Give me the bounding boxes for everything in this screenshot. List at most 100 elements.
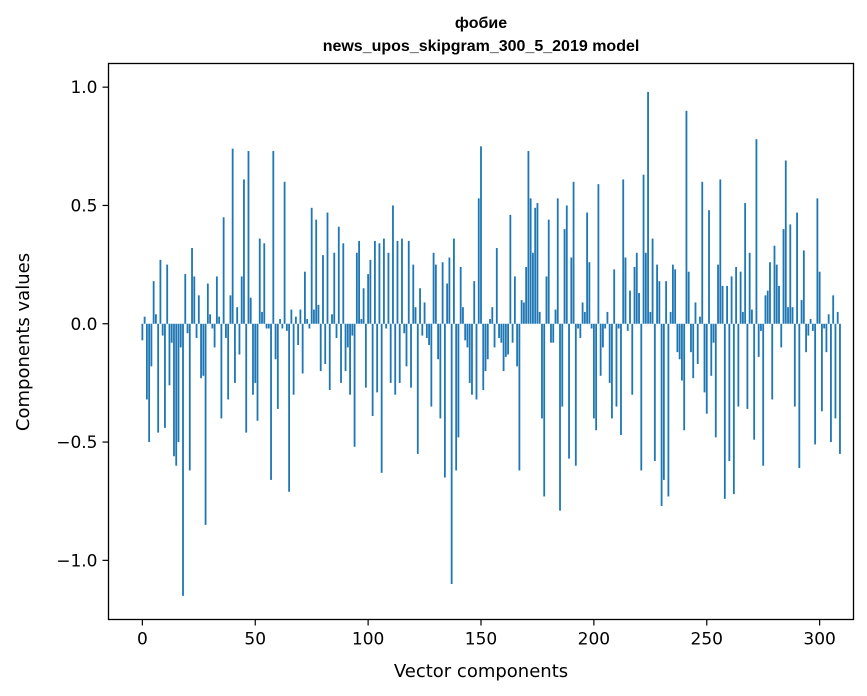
bar-163 [509,214,512,324]
bar-88 [340,323,342,383]
bar-70 [299,309,302,324]
bar-279 [771,323,774,400]
bar-183 [554,309,557,324]
bar-299 [816,198,819,324]
bar-72 [304,271,306,324]
bar-181 [550,323,552,343]
bar-190 [570,257,573,324]
bar-111 [392,205,394,324]
bar-275 [762,323,765,466]
bar-140 [457,323,460,438]
bar-300 [818,271,821,324]
bar-210 [615,323,618,407]
bar-272 [755,139,758,324]
bar-161 [504,323,507,357]
plot-frame [107,62,855,621]
bar-185 [559,323,561,511]
bar-186 [561,323,564,407]
bar-278 [769,262,771,324]
bar-112 [394,323,397,395]
bar-302 [823,323,826,329]
bar-195 [581,302,584,324]
bar-19 [184,274,187,324]
bar-269 [748,252,751,324]
bar-117 [405,323,408,367]
bar-176 [538,311,541,324]
bar-18 [182,323,184,596]
bar-173 [532,252,534,324]
bar-42 [236,307,239,324]
bar-197 [586,212,589,324]
bar-134 [443,323,446,478]
bar-239 [681,323,683,381]
bar-80 [322,255,324,324]
bar-17 [179,323,182,348]
bar-189 [568,323,570,459]
bar-238 [678,323,681,360]
bar-115 [401,238,403,324]
x-tick-label-50: 50 [244,630,266,650]
bar-84 [331,314,333,324]
bar-22 [191,248,193,324]
x-tick-label-150: 150 [465,630,497,650]
bar-12 [168,323,171,386]
bar-203 [599,323,602,376]
bar-193 [577,323,579,329]
bar-127 [428,323,430,346]
bar-109 [387,252,390,324]
bar-91 [346,323,349,348]
bar-216 [629,290,631,324]
bar-182 [552,323,555,343]
bar-180 [547,219,550,324]
bar-56 [267,323,270,329]
y-tick-label-0: −1.0 [56,551,97,571]
bar-264 [737,323,740,407]
bar-34 [218,316,221,324]
bar-120 [412,264,415,324]
bar-177 [541,323,543,419]
bar-281 [775,264,778,324]
bar-225 [649,311,652,324]
y-tick-label-2: 0.0 [70,315,97,335]
bar-77 [315,219,318,324]
bar-229 [658,281,661,324]
bar-226 [651,238,654,324]
bar-244 [692,323,695,379]
bar-98 [362,288,365,324]
bar-57 [270,323,272,480]
bar-168 [520,300,523,324]
bar-257 [721,285,724,324]
bar-213 [622,179,625,324]
bar-224 [647,91,649,324]
bar-194 [579,323,582,338]
bar-73 [306,319,309,324]
bar-254 [714,323,717,438]
bar-169 [522,302,525,324]
bar-179 [545,276,548,324]
bar-214 [624,257,627,324]
y-axis-ticks: −1.0 −0.5 0.0 0.5 1.0 [56,78,109,571]
bar-68 [294,316,297,324]
bar-47 [247,151,250,324]
bar-157 [495,248,498,324]
bar-222 [642,174,645,324]
bar-41 [234,323,236,383]
x-axis-ticks: 0 50 100 150 200 250 300 [137,619,836,650]
bar-148 [475,323,478,400]
bar-83 [328,323,331,391]
bar-113 [396,240,399,324]
bar-204 [602,323,604,348]
bar-25 [197,295,200,324]
bar-252 [710,323,713,376]
bar-223 [644,252,647,324]
bar-79 [319,323,322,372]
bar-146 [471,323,473,395]
bar-36 [222,217,225,324]
bar-51 [256,323,259,421]
bar-208 [611,323,613,419]
bar-273 [757,323,760,357]
bar-6 [155,314,157,324]
bar-40 [231,148,234,324]
bar-43 [238,323,241,355]
bar-262 [732,323,735,495]
